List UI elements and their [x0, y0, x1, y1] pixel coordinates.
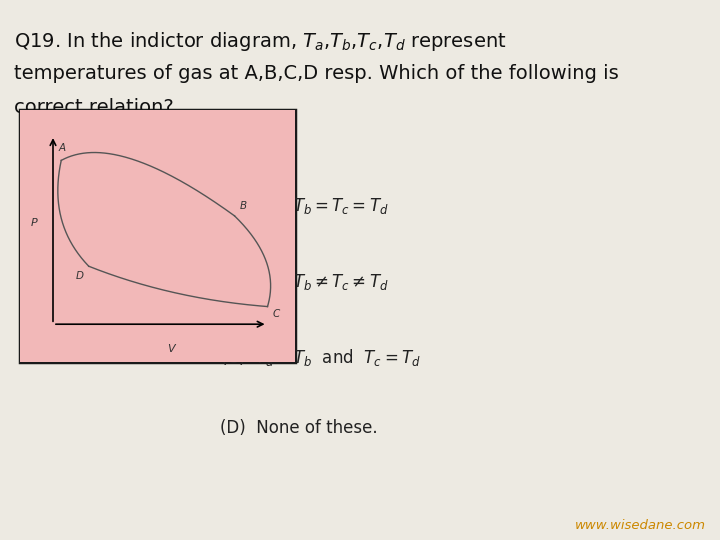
- Text: A: A: [58, 143, 66, 153]
- Text: B: B: [240, 201, 247, 211]
- Text: C: C: [273, 309, 280, 319]
- Text: P: P: [30, 218, 37, 228]
- Text: (C)  $T_a = T_b$  and  $T_c = T_d$: (C) $T_a = T_b$ and $T_c = T_d$: [220, 347, 421, 368]
- Text: correct relation?: correct relation?: [14, 98, 174, 117]
- Text: (A)  $T_a = T_b = T_c = T_d$: (A) $T_a = T_b = T_c = T_d$: [220, 194, 389, 215]
- Text: D: D: [76, 271, 84, 281]
- Text: V: V: [168, 345, 175, 354]
- Text: www.wisedane.com: www.wisedane.com: [575, 519, 706, 532]
- Text: temperatures of gas at A,B,C,D resp. Which of the following is: temperatures of gas at A,B,C,D resp. Whi…: [14, 64, 618, 83]
- Polygon shape: [58, 152, 271, 307]
- Text: (B)  $T_a \neq T_b \neq T_c \neq T_d$: (B) $T_a \neq T_b \neq T_c \neq T_d$: [220, 272, 389, 293]
- Bar: [20, 110, 295, 362]
- Text: (D)  None of these.: (D) None of these.: [220, 419, 377, 437]
- Text: Q19. In the indictor diagram, $T_a$,$T_b$,$T_c$,$T_d$ represent: Q19. In the indictor diagram, $T_a$,$T_b…: [14, 30, 506, 53]
